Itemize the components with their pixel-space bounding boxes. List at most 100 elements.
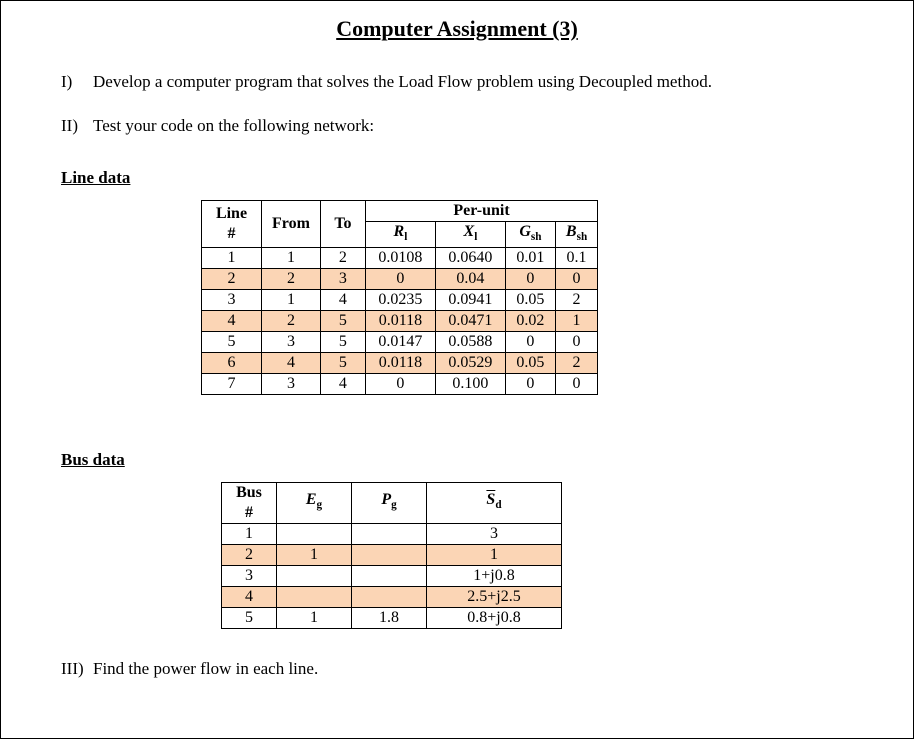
cell [352,523,427,544]
table-row: 3 1+j0.8 [222,565,562,586]
cell: 2 [202,268,262,289]
cell: 0.01 [505,247,555,268]
cell: 2 [320,247,365,268]
cell: 0.0118 [365,352,435,373]
bus-table-wrap: Bus # Eg Pg Sd 1321131+j0.842.5+j2.5511.… [221,482,853,629]
col-E: Eg [277,482,352,523]
cell: 4 [320,373,365,394]
item-ii-marker: II) [61,114,93,138]
cell [352,544,427,565]
cell: 2 [555,289,597,310]
col-bus-no: Bus # [222,482,277,523]
table-row: 6450.01180.05290.052 [202,352,598,373]
cell: 6 [202,352,262,373]
section-bus-data: Bus data [61,450,853,470]
col-P: Pg [352,482,427,523]
col-R: Rl [365,221,435,247]
cell: 5 [320,310,365,331]
cell: 1 [202,247,262,268]
table-row: 511.80.8+j0.8 [222,607,562,628]
cell: 0.0941 [435,289,505,310]
item-i: I) Develop a computer program that solve… [61,70,853,94]
col-S: Sd [427,482,562,523]
cell: 0.1 [555,247,597,268]
cell: 2 [262,268,321,289]
cell: 0.0588 [435,331,505,352]
cell: 0 [365,268,435,289]
cell: 5 [202,331,262,352]
table-row: 1120.01080.06400.010.1 [202,247,598,268]
cell: 1 [262,247,321,268]
cell: 0.05 [505,352,555,373]
cell: 2 [262,310,321,331]
col-B: Bsh [555,221,597,247]
cell: 0.0529 [435,352,505,373]
cell: 0.8+j0.8 [427,607,562,628]
table-row: 4250.01180.04710.021 [202,310,598,331]
cell: 0 [555,268,597,289]
cell: 1 [262,289,321,310]
item-i-text: Develop a computer program that solves t… [93,70,853,94]
col-per-unit: Per-unit [365,200,597,221]
cell: 0.100 [435,373,505,394]
cell: 0.0147 [365,331,435,352]
col-from: From [262,200,321,247]
cell: 2 [555,352,597,373]
table-row: 211 [222,544,562,565]
table-row: 3140.02350.09410.052 [202,289,598,310]
table-row: Bus # Eg Pg Sd [222,482,562,523]
cell: 0 [365,373,435,394]
cell: 0 [555,331,597,352]
col-line-no: Line # [202,200,262,247]
cell: 5 [320,352,365,373]
section-line-data: Line data [61,168,853,188]
cell: 1.8 [352,607,427,628]
cell: 1 [277,607,352,628]
cell: 0.0640 [435,247,505,268]
cell: 5 [320,331,365,352]
cell: 0.04 [435,268,505,289]
item-iii-marker: III) [61,657,93,681]
item-ii-text: Test your code on the following network: [93,114,853,138]
line-table-wrap: Line # From To Per-unit Rl Xl Gsh Bsh 11… [201,200,853,395]
cell: 7 [202,373,262,394]
table-row: 42.5+j2.5 [222,586,562,607]
table-row: 73400.10000 [202,373,598,394]
cell: 2.5+j2.5 [427,586,562,607]
cell: 5 [222,607,277,628]
cell: 0.0235 [365,289,435,310]
cell: 1+j0.8 [427,565,562,586]
cell: 3 [262,331,321,352]
cell: 0.05 [505,289,555,310]
cell: 3 [427,523,562,544]
cell: 3 [320,268,365,289]
line-data-table: Line # From To Per-unit Rl Xl Gsh Bsh 11… [201,200,598,395]
table-row: Line # From To Per-unit [202,200,598,221]
cell: 0.0471 [435,310,505,331]
cell: 3 [262,373,321,394]
item-iii-text: Find the power flow in each line. [93,657,853,681]
table-row: 5350.01470.058800 [202,331,598,352]
cell: 3 [202,289,262,310]
table-row: 13 [222,523,562,544]
item-iii: III) Find the power flow in each line. [61,657,853,681]
page: Computer Assignment (3) I) Develop a com… [0,0,914,739]
cell: 3 [222,565,277,586]
col-to: To [320,200,365,247]
cell: 0 [505,373,555,394]
cell: 1 [427,544,562,565]
col-G: Gsh [505,221,555,247]
cell: 0 [505,268,555,289]
item-ii: II) Test your code on the following netw… [61,114,853,138]
cell: 2 [222,544,277,565]
cell: 1 [277,544,352,565]
cell [352,565,427,586]
page-title: Computer Assignment (3) [61,16,853,42]
cell: 4 [262,352,321,373]
cell [277,523,352,544]
cell: 4 [202,310,262,331]
cell [277,586,352,607]
item-i-marker: I) [61,70,93,94]
cell: 0.0118 [365,310,435,331]
cell: 1 [555,310,597,331]
